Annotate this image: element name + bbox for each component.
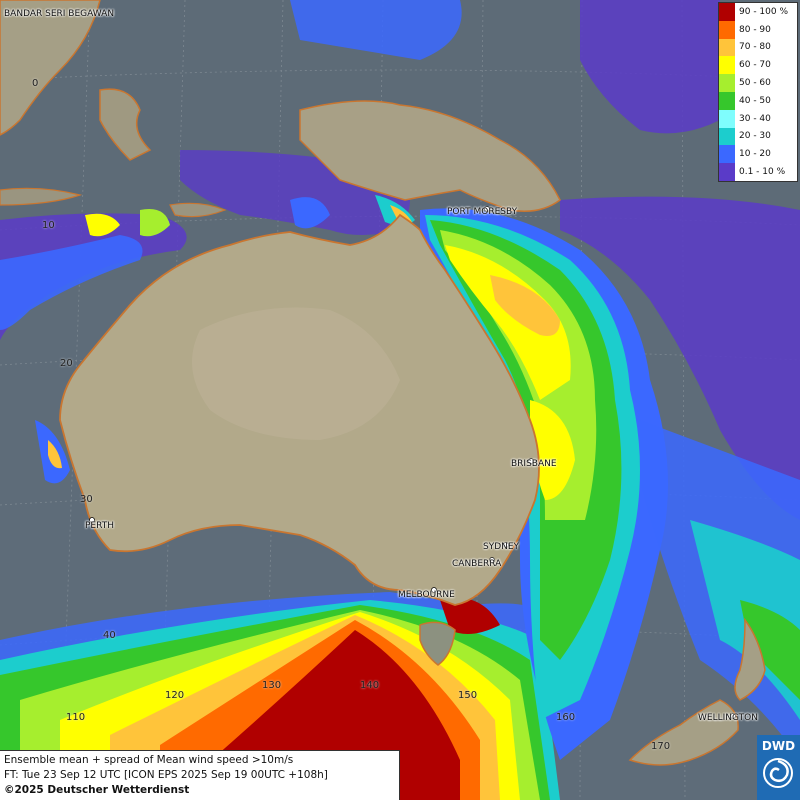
lon-label-110: 110 xyxy=(66,712,86,723)
lon-label-130: 130 xyxy=(262,680,282,691)
lat-label-30: 30 xyxy=(80,494,93,505)
lon-label-170: 170 xyxy=(651,741,671,752)
lat-label-20: 20 xyxy=(60,358,73,369)
lat-label-0: 0 xyxy=(32,78,39,89)
legend-item: 80 - 90 xyxy=(719,20,797,39)
legend-item: 70 - 80 xyxy=(719,38,797,57)
forecast-time: FT: Tue 23 Sep 12 UTC [ICON EPS 2025 Sep… xyxy=(4,769,328,781)
legend-item: 20 - 30 xyxy=(719,127,797,146)
legend-label: 90 - 100 % xyxy=(739,6,789,17)
product-description: Ensemble mean + spread of Mean wind spee… xyxy=(4,754,294,766)
city-label-perth: PERTH xyxy=(85,521,114,531)
legend-label: 60 - 70 xyxy=(739,60,771,71)
legend-item: 0.1 - 10 % xyxy=(719,163,797,181)
legend-item: 40 - 50 xyxy=(719,91,797,110)
city-label-brisbane: BRISBANE xyxy=(511,459,557,469)
dwd-logo-text: DWD xyxy=(761,739,796,753)
legend-item: 60 - 70 xyxy=(719,56,797,75)
legend-label: 30 - 40 xyxy=(739,113,771,124)
city-label-bandar-seri-begawan: BANDAR SERI BEGAWAN xyxy=(4,9,115,19)
lat-label-10: 10 xyxy=(42,220,55,231)
dwd-logo: DWD xyxy=(757,735,800,800)
legend-label: 50 - 60 xyxy=(739,78,771,89)
legend-label: 0.1 - 10 % xyxy=(739,167,786,178)
lon-label-150: 150 xyxy=(458,690,478,701)
swirl-icon xyxy=(763,758,793,788)
legend-item: 90 - 100 % xyxy=(719,3,797,21)
legend-item: 50 - 60 xyxy=(719,74,797,92)
legend-label: 40 - 50 xyxy=(739,95,771,106)
legend-item: 30 - 40 xyxy=(719,109,797,128)
legend-label: 20 - 30 xyxy=(739,131,771,142)
city-label-canberra: CANBERRA xyxy=(452,559,502,569)
copyright: ©2025 Deutscher Wetterdienst xyxy=(4,784,190,796)
lon-label-120: 120 xyxy=(165,690,185,701)
city-label-wellington: WELLINGTON xyxy=(698,713,758,723)
legend-label: 80 - 90 xyxy=(739,24,771,35)
city-label-melbourne: MELBOURNE xyxy=(398,590,455,600)
legend: 90 - 100 % 80 - 90 70 - 80 60 - 70 50 - … xyxy=(718,2,798,182)
lat-label-40: 40 xyxy=(103,630,116,641)
legend-item: 10 - 20 xyxy=(719,145,797,164)
lon-label-160: 160 xyxy=(556,712,576,723)
city-label-port-moresby: PORT MORESBY xyxy=(447,207,518,217)
lon-label-140: 140 xyxy=(360,680,380,691)
legend-label: 10 - 20 xyxy=(739,149,771,160)
info-box: Ensemble mean + spread of Mean wind spee… xyxy=(0,750,400,800)
city-label-sydney: SYDNEY xyxy=(483,542,520,552)
legend-label: 70 - 80 xyxy=(739,42,771,53)
